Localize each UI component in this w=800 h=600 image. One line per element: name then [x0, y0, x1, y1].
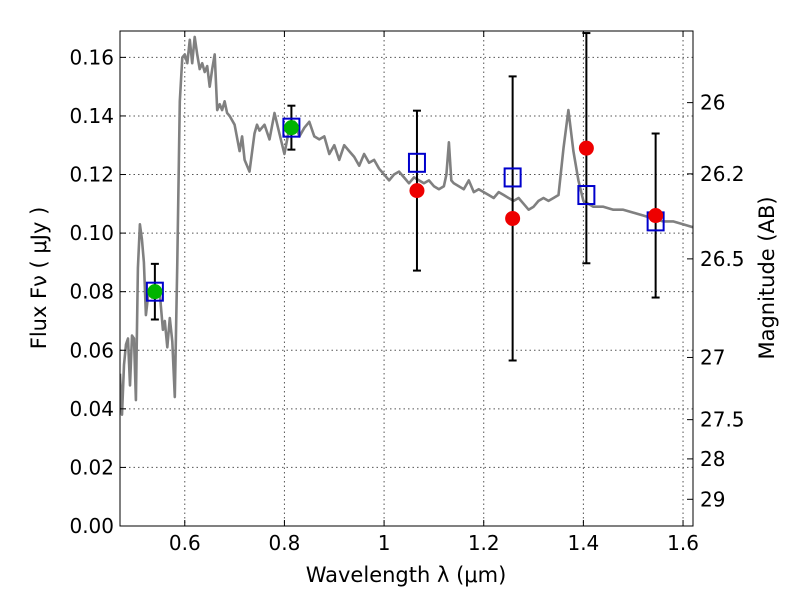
model-photometry-square — [407, 152, 426, 173]
y-tick-label: 0.14 — [69, 104, 114, 128]
observed-flux-point — [578, 140, 594, 156]
y2-tick-label: 27.5 — [700, 408, 745, 432]
y2-tick-label: 28 — [700, 447, 725, 471]
observed-flux-point — [147, 284, 163, 300]
plot-frame — [119, 30, 694, 527]
x-tick-label: 1 — [378, 531, 391, 555]
model-photometry-square — [503, 167, 522, 188]
y-tick-label: 0.16 — [69, 45, 114, 69]
x-tick-label: 1.6 — [667, 531, 699, 555]
y2-tick-label: 27 — [700, 345, 725, 369]
y-tick-label: 0.02 — [69, 455, 114, 479]
x-tick-label: 1.2 — [468, 531, 500, 555]
x-tick-label: 1.4 — [567, 531, 599, 555]
y-axis-title: Flux Fν ( μJy ) — [27, 207, 51, 350]
observed-flux-point — [283, 120, 299, 136]
y-tick-label: 0.08 — [69, 280, 114, 304]
model-photometry-square — [577, 185, 596, 206]
y-tick-labels: 0.00 0.02 0.04 0.06 0.08 0.10 0.12 0.14 0.16 — [69, 45, 114, 538]
y2-tick-label: 26 — [700, 91, 725, 115]
y2-tick-label: 26.5 — [700, 247, 745, 271]
observed-flux-point — [409, 183, 425, 199]
observed-flux-layer — [147, 120, 664, 300]
plot-background — [120, 31, 693, 526]
axis-ticks — [120, 31, 693, 527]
observed-flux-point — [505, 210, 521, 226]
x-axis-title: Wavelength λ (μm) — [306, 563, 507, 587]
y-tick-label: 0.00 — [69, 514, 114, 538]
y2-tick-label: 26.2 — [700, 162, 745, 186]
y2-tick-label: 29 — [700, 487, 725, 511]
model-spectrum-line — [120, 35, 693, 417]
model-spectrum-layer — [120, 35, 693, 417]
x-tick-label: 0.8 — [269, 531, 301, 555]
model-photometry-square — [145, 281, 164, 302]
y-tick-label: 0.10 — [69, 221, 114, 245]
y-tick-label: 0.12 — [69, 163, 114, 187]
x-tick-label: 0.6 — [169, 531, 201, 555]
y-tick-label: 0.04 — [69, 397, 114, 421]
x-tick-labels: 0.6 0.8 1 1.2 1.4 1.6 — [169, 531, 699, 555]
observed-flux-point — [648, 208, 664, 224]
y2-tick-labels: 26 26.2 26.5 27 27.5 28 29 — [700, 91, 745, 512]
y-tick-label: 0.06 — [69, 338, 114, 362]
model-photometry-square — [282, 117, 301, 138]
y2-axis-title: Magnitude (AB) — [755, 196, 779, 359]
